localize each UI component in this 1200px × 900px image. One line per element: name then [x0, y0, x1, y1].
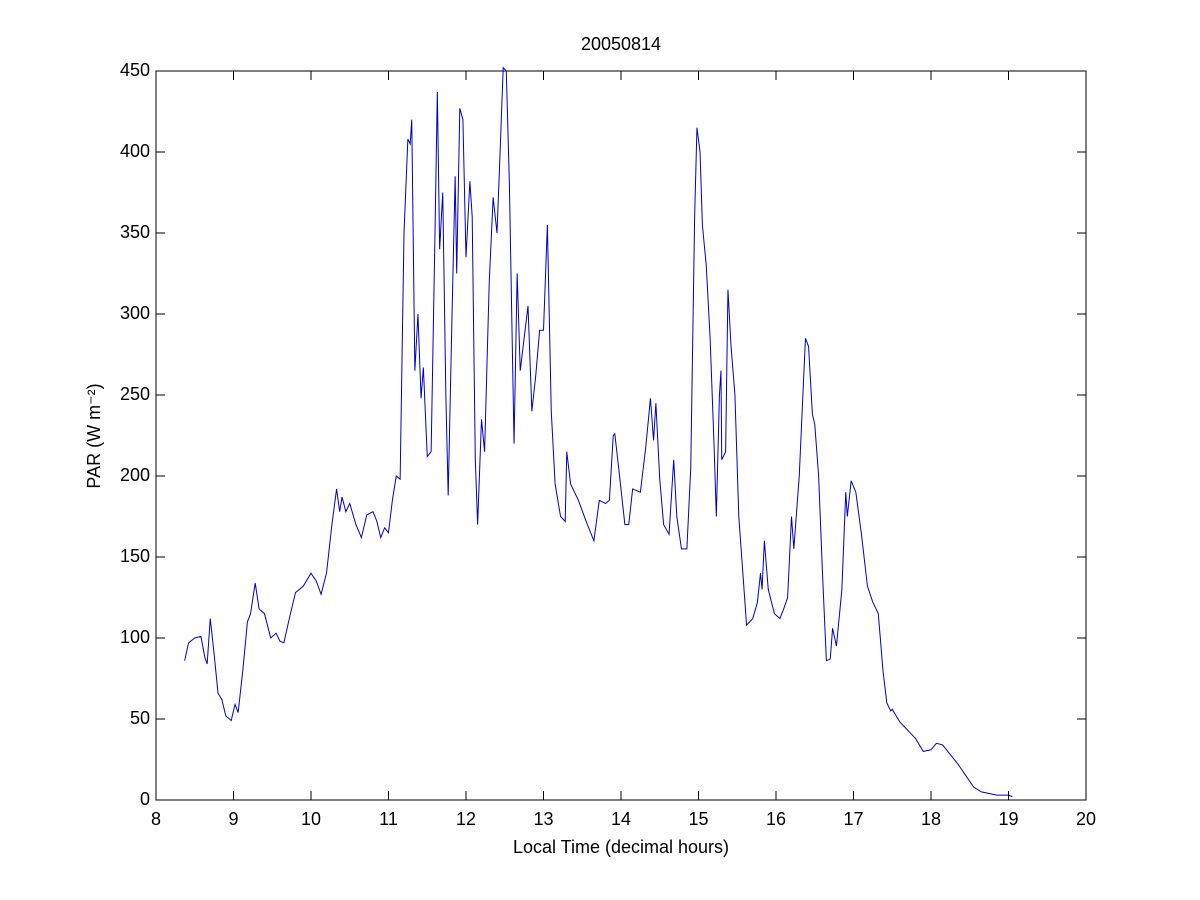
x-axis-label: Local Time (decimal hours) [513, 837, 729, 857]
x-tick-label: 16 [766, 809, 786, 829]
y-tick-label: 400 [120, 141, 150, 161]
x-tick-label: 20 [1076, 809, 1096, 829]
x-tick-label: 13 [533, 809, 553, 829]
x-tick-label: 15 [688, 809, 708, 829]
y-axis-label: PAR (W m⁻²) [84, 383, 104, 488]
y-tick-label: 450 [120, 60, 150, 80]
x-tick-label: 14 [611, 809, 631, 829]
y-tick-label: 250 [120, 384, 150, 404]
y-tick-label: 0 [140, 789, 150, 809]
x-tick-label: 12 [456, 809, 476, 829]
x-tick-label: 19 [998, 809, 1018, 829]
data-line [184, 66, 1013, 798]
y-tick-label: 200 [120, 465, 150, 485]
x-tick-label: 8 [151, 809, 161, 829]
x-tick-label: 18 [921, 809, 941, 829]
y-tick-label: 300 [120, 303, 150, 323]
y-tick-label: 350 [120, 222, 150, 242]
x-tick-label: 10 [301, 809, 321, 829]
y-tick-label: 150 [120, 546, 150, 566]
x-tick-label: 11 [379, 809, 398, 829]
x-tick-label: 17 [843, 809, 863, 829]
x-tick-label: 9 [228, 809, 238, 829]
chart-title: 20050814 [581, 34, 661, 54]
y-tick-label: 50 [130, 708, 150, 728]
plot-frame [155, 70, 1087, 801]
y-tick-label: 100 [120, 627, 150, 647]
